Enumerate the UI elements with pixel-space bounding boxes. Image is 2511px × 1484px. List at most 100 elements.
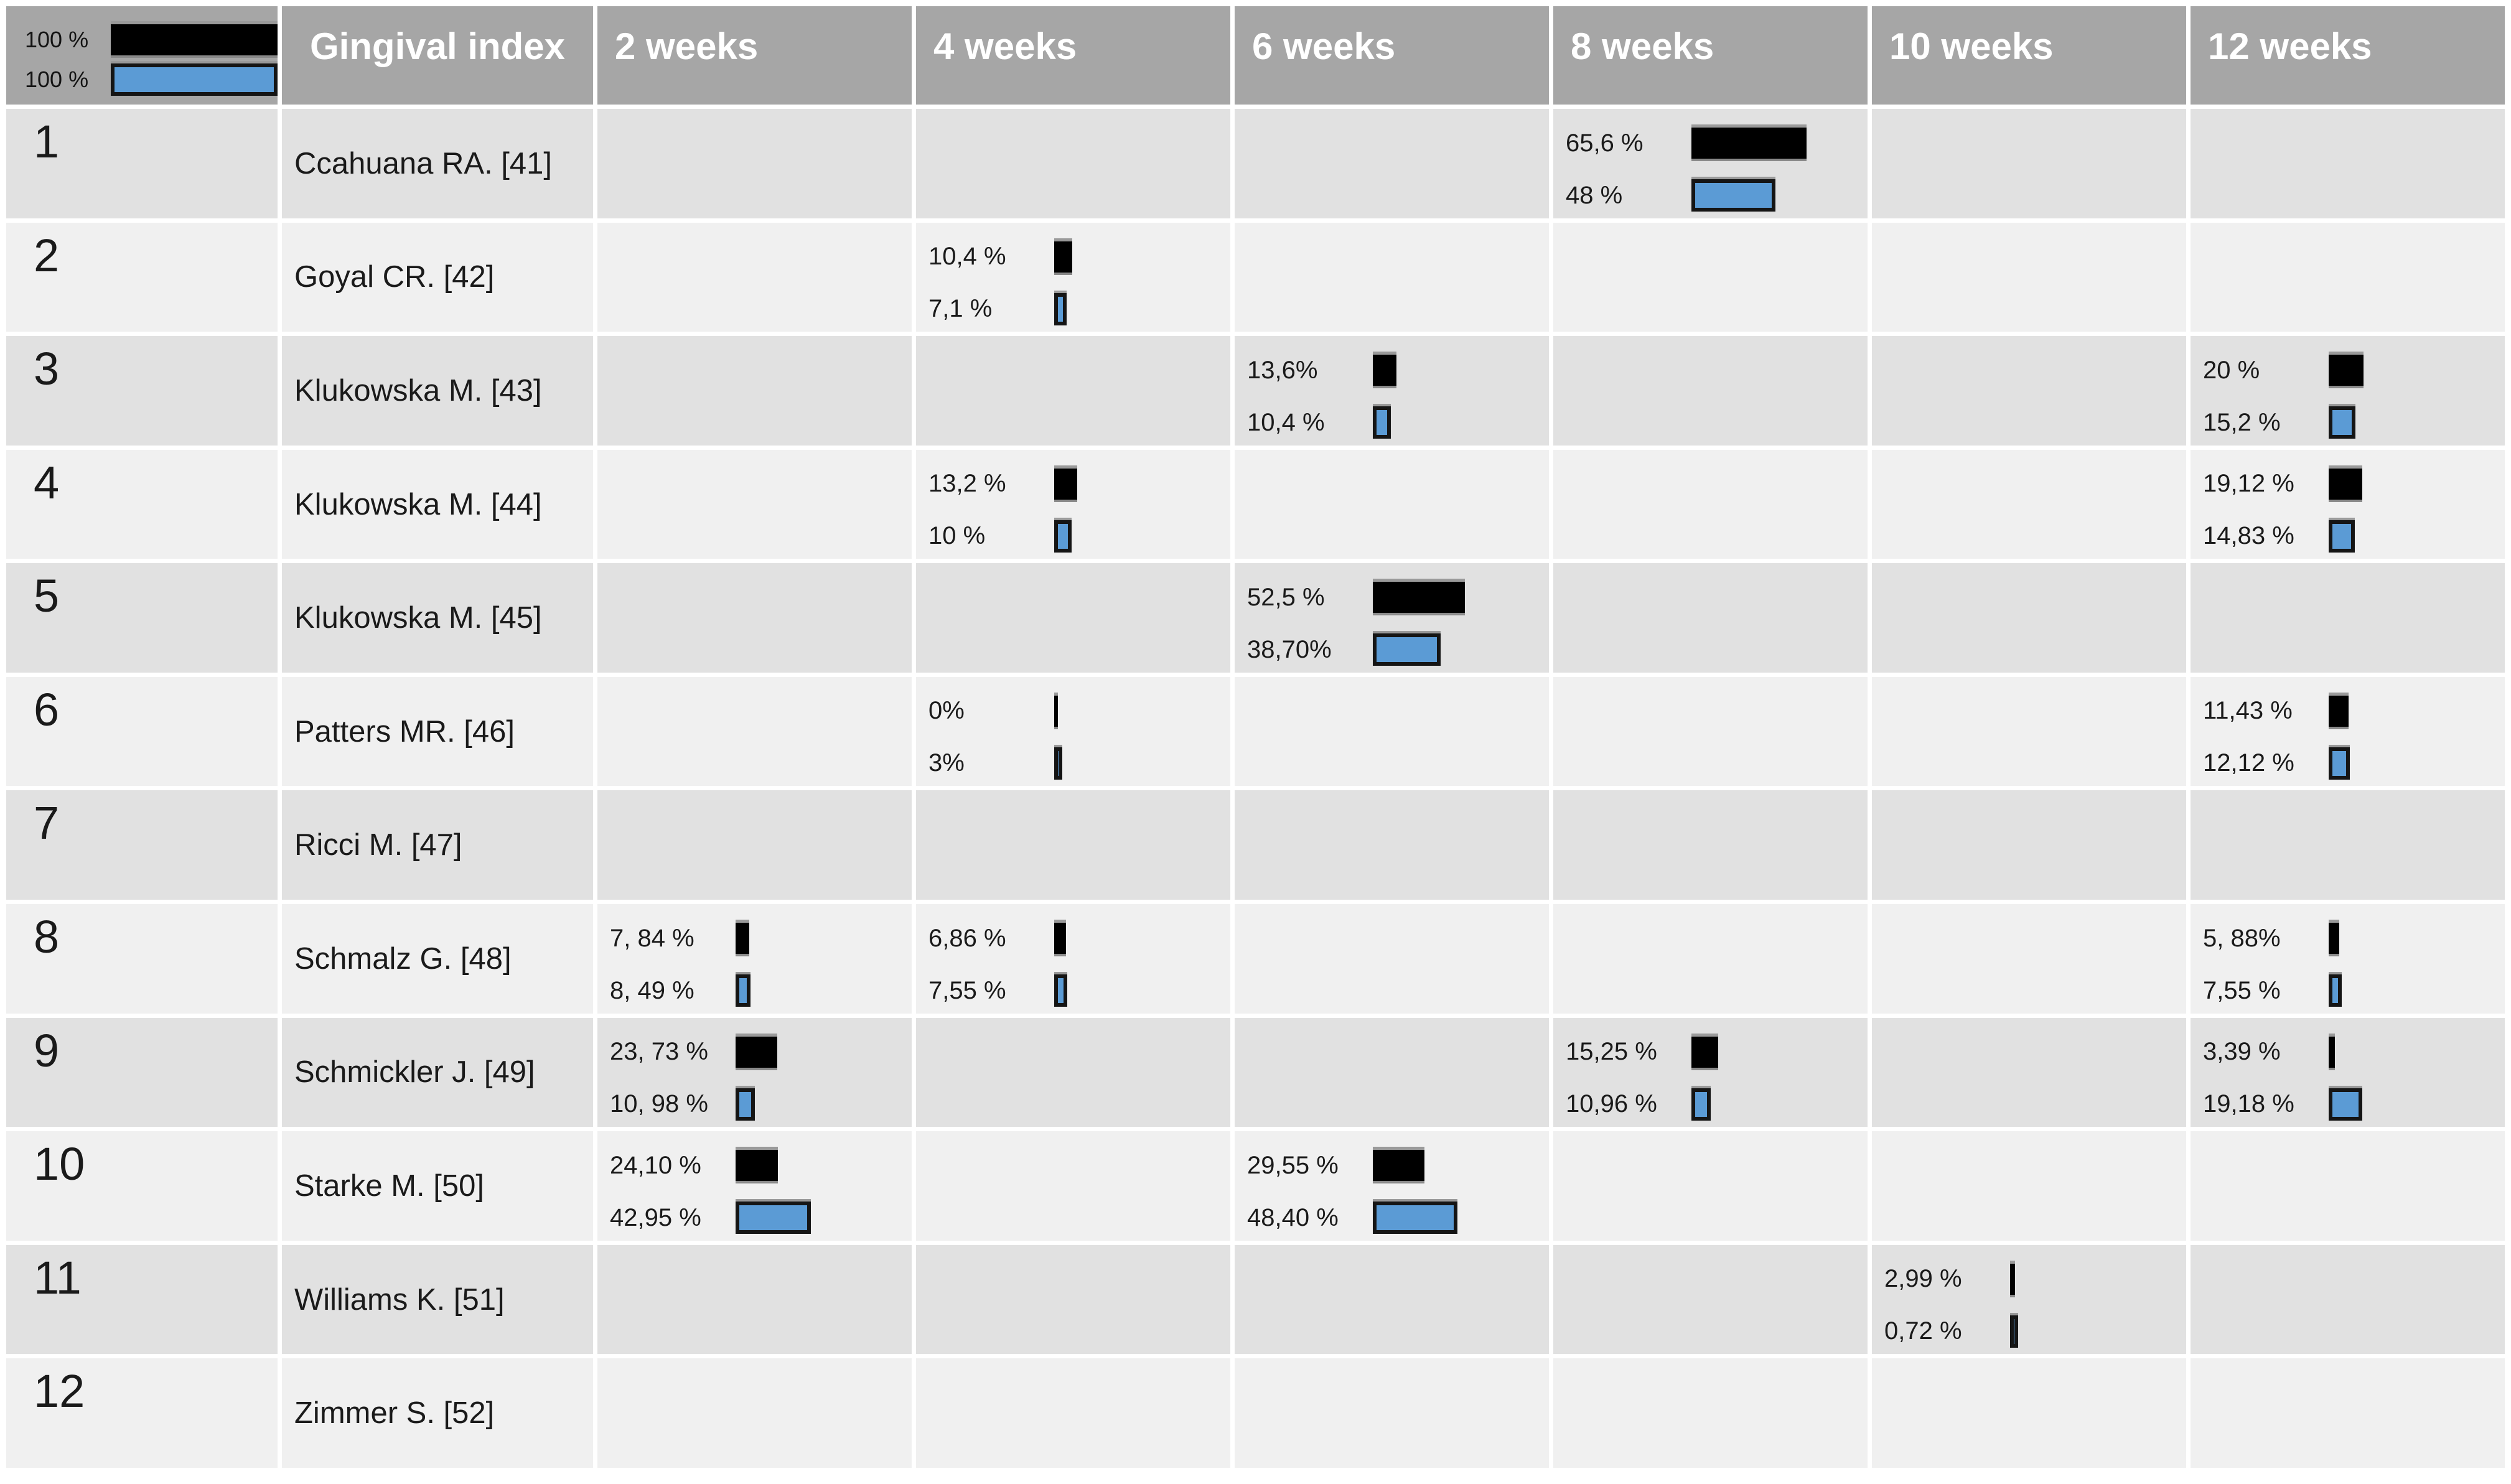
black-bar-line: 6,86 % <box>916 917 1230 960</box>
data-cell <box>597 449 912 559</box>
black-bar <box>1691 1036 1718 1068</box>
blue-bar <box>1054 292 1067 325</box>
value-label: 19,18 % <box>2203 1090 2294 1118</box>
blue-bar-line: 10, 98 % <box>597 1083 912 1126</box>
black-bar-line: 13,6% <box>1235 348 1549 392</box>
legend-black-line: 100 % <box>6 20 278 60</box>
value-label: 7,1 % <box>928 295 993 323</box>
data-cell <box>916 336 1230 446</box>
blue-bar-line: 48,40 % <box>1235 1196 1549 1239</box>
data-cell <box>916 109 1230 218</box>
value-label: 2,99 % <box>1884 1265 1962 1293</box>
row-number: 5 <box>6 563 278 673</box>
value-label: 24,10 % <box>610 1151 701 1179</box>
data-cell <box>597 1358 912 1468</box>
study-name: Ccahuana RA. [41] <box>282 109 593 218</box>
header-12-weeks: 12 weeks <box>2191 6 2505 105</box>
value-label: 65,6 % <box>1566 129 1644 157</box>
blue-bar <box>1373 406 1391 439</box>
value-label: 20 % <box>2203 356 2260 384</box>
value-label: 7, 84 % <box>610 924 694 952</box>
data-cell <box>916 790 1230 900</box>
header-6-weeks: 6 weeks <box>1235 6 1549 105</box>
data-cell <box>916 1358 1230 1468</box>
data-cell <box>597 676 912 786</box>
black-bar <box>1054 923 1067 954</box>
data-cell: 19,12 % 14,83 % <box>2191 449 2505 559</box>
data-cell <box>1235 449 1549 559</box>
data-cell <box>1235 904 1549 1014</box>
row-number: 11 <box>6 1244 278 1355</box>
blue-bar <box>1054 520 1072 553</box>
black-bar <box>2329 1036 2335 1068</box>
blue-bar <box>736 1088 755 1121</box>
blue-bar-line: 10 % <box>916 515 1230 558</box>
row-number: 2 <box>6 222 278 332</box>
data-cell: 6,86 % 7,55 % <box>916 904 1230 1014</box>
legend: 100 % 100 % <box>6 6 278 105</box>
data-cell <box>1872 109 2186 218</box>
data-cell <box>1553 676 1868 786</box>
blue-bar-line: 10,96 % <box>1553 1083 1868 1126</box>
value-label: 19,12 % <box>2203 470 2294 498</box>
black-bar <box>1054 468 1078 500</box>
blue-bar <box>2329 1088 2363 1121</box>
value-label: 3% <box>928 749 965 777</box>
data-cell <box>1235 1358 1549 1468</box>
value-label: 3,39 % <box>2203 1038 2281 1066</box>
value-label: 38,70% <box>1247 635 1332 663</box>
row-number: 7 <box>6 790 278 900</box>
row-number: 9 <box>6 1017 278 1127</box>
data-cell <box>1235 222 1549 332</box>
data-cell: 29,55 % 48,40 % <box>1235 1131 1549 1241</box>
study-name: Klukowska M. [45] <box>282 563 593 673</box>
study-name: Klukowska M. [44] <box>282 449 593 559</box>
blue-bar <box>1054 747 1062 780</box>
blue-bar <box>2329 974 2342 1007</box>
blue-bar <box>736 1202 811 1234</box>
value-label: 15,25 % <box>1566 1038 1657 1066</box>
blue-bar-line: 7,55 % <box>916 969 1230 1012</box>
blue-bar <box>2329 520 2355 553</box>
value-label: 13,6% <box>1247 356 1318 384</box>
black-bar-line: 24,10 % <box>597 1144 912 1187</box>
data-cell <box>1235 1017 1549 1127</box>
black-bar-line: 13,2 % <box>916 462 1230 506</box>
black-bar-line: 65,6 % <box>1553 121 1868 165</box>
gingival-index-table: 100 % 100 % Gingival index 2 weeks 4 week… <box>6 6 2505 1468</box>
data-cell: 65,6 % 48 % <box>1553 109 1868 218</box>
blue-bar-line: 12,12 % <box>2191 742 2505 785</box>
blue-bar <box>2010 1315 2018 1348</box>
data-cell <box>916 563 1230 673</box>
study-name: Patters MR. [46] <box>282 676 593 786</box>
blue-bar-line: 0,72 % <box>1872 1310 2186 1353</box>
data-cell <box>1553 1358 1868 1468</box>
row-number: 1 <box>6 109 278 218</box>
black-bar <box>2329 923 2339 954</box>
black-bar <box>1054 241 1073 273</box>
blue-bar-line: 3% <box>916 742 1230 785</box>
data-cell: 11,43 % 12,12 % <box>2191 676 2505 786</box>
value-label: 15,2 % <box>2203 408 2281 436</box>
header-4-weeks: 4 weeks <box>916 6 1230 105</box>
data-cell <box>1872 790 2186 900</box>
value-label: 10,96 % <box>1566 1090 1657 1118</box>
value-label: 7,55 % <box>928 976 1006 1004</box>
black-bar <box>1373 1150 1425 1182</box>
value-label: 23, 73 % <box>610 1038 708 1066</box>
value-label: 14,83 % <box>2203 522 2294 550</box>
data-cell <box>1235 790 1549 900</box>
row-number: 4 <box>6 449 278 559</box>
blue-bar <box>1373 633 1441 666</box>
data-cell: 10,4 % 7,1 % <box>916 222 1230 332</box>
blue-bar-line: 8, 49 % <box>597 969 912 1012</box>
data-cell: 13,2 % 10 % <box>916 449 1230 559</box>
data-cell <box>1872 1017 2186 1127</box>
legend-black-bar <box>111 24 278 55</box>
value-label: 8, 49 % <box>610 976 694 1004</box>
black-bar <box>2329 695 2349 727</box>
value-label: 10,4 % <box>1247 408 1325 436</box>
data-cell <box>1553 336 1868 446</box>
row-number: 6 <box>6 676 278 786</box>
data-cell <box>1872 449 2186 559</box>
